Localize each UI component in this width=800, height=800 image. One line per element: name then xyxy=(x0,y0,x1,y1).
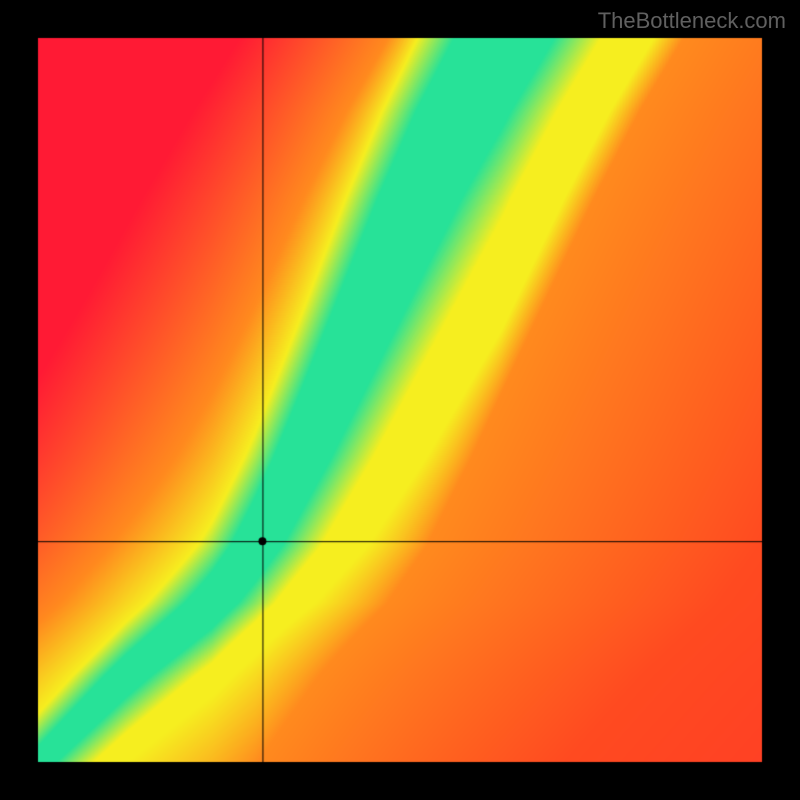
chart-container: TheBottleneck.com xyxy=(0,0,800,800)
bottleneck-heatmap xyxy=(0,0,800,800)
watermark-text: TheBottleneck.com xyxy=(598,8,786,34)
